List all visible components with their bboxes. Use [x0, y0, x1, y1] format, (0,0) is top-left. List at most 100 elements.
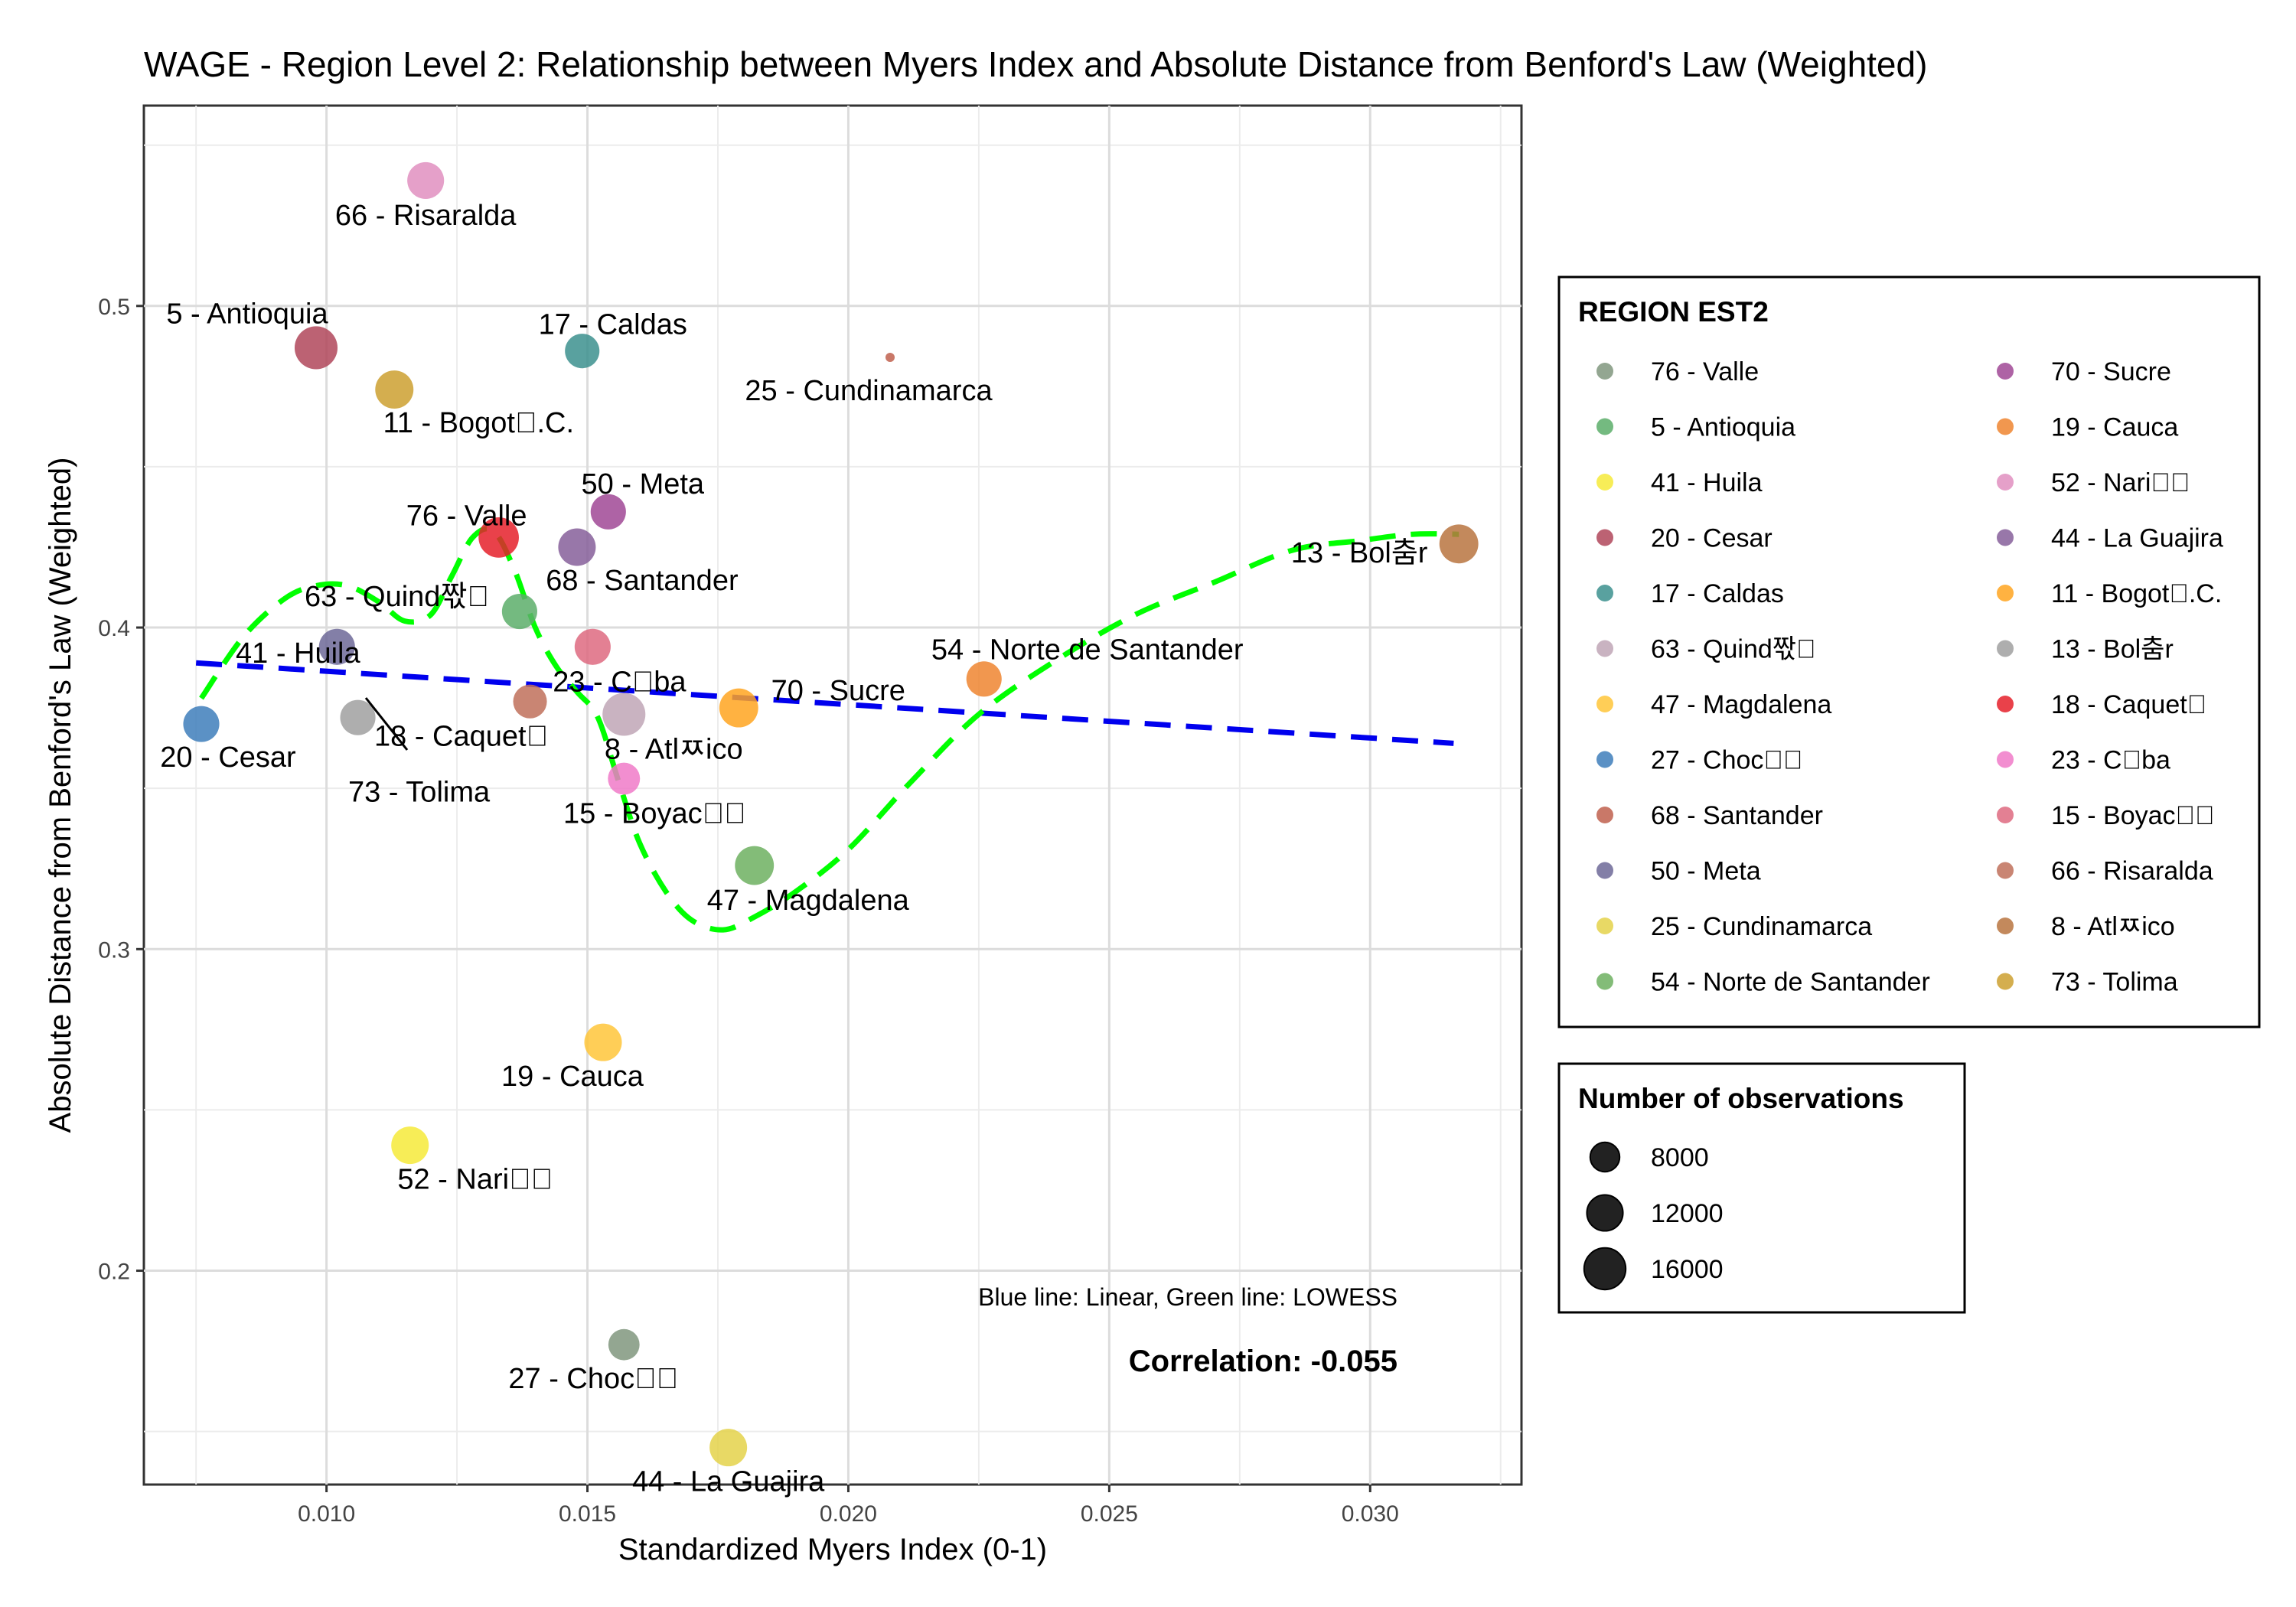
- point-label: 70 - Sucre: [771, 675, 905, 707]
- trend-lines: [195, 526, 1459, 933]
- y-tick-label: 0.2: [98, 1260, 130, 1285]
- y-tick-label: 0.5: [98, 295, 130, 320]
- point-label: 50 - Meta: [582, 468, 705, 500]
- point-label: 18 - Caquet : [374, 721, 548, 753]
- chart-title: WAGE - Region Level 2: Relationship betw…: [144, 44, 1927, 84]
- point-label: 20 - Cesar: [160, 742, 296, 774]
- legend-label: 20 - Cesar: [1651, 524, 1773, 553]
- size-legend-items: 8000 12000 16000: [1583, 1141, 1724, 1291]
- legend-label: 23 - C ba: [2051, 746, 2170, 775]
- point-label: 15 - Boyac  : [563, 798, 746, 830]
- point-label: 41 - Huila: [236, 637, 360, 670]
- legend-swatch: [1997, 696, 2014, 712]
- region-legend-items: 76 - Valle 5 - Antioquia 41 - Huila 20 - C…: [1596, 357, 2223, 997]
- legend-swatch: [1997, 529, 2014, 546]
- legend-label: 50 - Meta: [1651, 857, 1761, 886]
- y-tick-label: 0.4: [98, 616, 130, 641]
- legend-swatch: [1997, 918, 2014, 934]
- size-legend: Number of observations 8000 12000 16000: [1557, 1062, 1966, 1314]
- x-axis-title: Standardized Myers Index (0-1): [618, 1533, 1047, 1566]
- fit-note: Blue line: Linear, Green line: LOWESS: [978, 1283, 1397, 1311]
- legend-label: 76 - Valle: [1651, 357, 1759, 386]
- legend-swatch: [1596, 751, 1613, 768]
- legend-swatch: [1596, 363, 1613, 380]
- data-points: [183, 161, 1479, 1467]
- point-label: 66 - Risaralda: [335, 200, 517, 232]
- y-axis-title: Absolute Distance from Benford's Law (We…: [44, 458, 77, 1133]
- legend-swatch: [1997, 418, 2014, 435]
- point-label: 54 - Norte de Santander: [931, 634, 1244, 666]
- x-tick-label: 0.025: [1081, 1501, 1138, 1527]
- legend-swatch: [1997, 751, 2014, 768]
- size-swatch: [1589, 1141, 1621, 1173]
- data-point: [565, 334, 600, 369]
- x-tick-label: 0.030: [1342, 1501, 1399, 1527]
- data-point: [608, 1328, 640, 1361]
- point-label: 25 - Cundinamarca: [745, 375, 993, 407]
- point-label: 23 - C ba: [553, 666, 687, 698]
- data-point: [294, 326, 338, 370]
- legend-swatch: [1997, 474, 2014, 491]
- data-point: [391, 1126, 429, 1165]
- data-point: [1439, 524, 1479, 564]
- data-point: [966, 661, 1002, 697]
- legend-label: 73 - Tolima: [2051, 968, 2178, 997]
- x-tick-label: 0.015: [559, 1501, 616, 1527]
- point-label: 8 - Atlㅉico: [605, 734, 743, 766]
- grid-lines: [144, 106, 1521, 1485]
- legend-swatch: [1596, 973, 1613, 990]
- point-label: 17 - Caldas: [539, 309, 687, 341]
- point-label: 63 - Quind짟 : [305, 581, 489, 613]
- legend-swatch: [1596, 696, 1613, 712]
- data-point: [885, 353, 895, 363]
- legend-swatch: [1596, 585, 1613, 601]
- size-legend-box: [1557, 1062, 1966, 1314]
- point-label: 19 - Cauca: [501, 1061, 644, 1093]
- point-label: 44 - La Guajira: [632, 1466, 825, 1498]
- y-tick-label: 0.3: [98, 937, 130, 963]
- data-point: [318, 628, 355, 665]
- size-legend-title: Number of observations: [1578, 1083, 1904, 1114]
- legend-swatch: [1997, 363, 2014, 380]
- data-point: [375, 370, 414, 409]
- legend-label: 44 - La Guajira: [2051, 524, 2223, 553]
- point-label: 73 - Tolima: [348, 777, 491, 809]
- legend-swatch: [1596, 474, 1613, 491]
- legend-label: 15 - Boyac  : [2051, 801, 2215, 830]
- legend-label: 11 - Bogot .C.: [2051, 579, 2222, 608]
- point-label: 52 - Nari  : [397, 1164, 553, 1196]
- point-label: 5 - Antioquia: [166, 298, 328, 330]
- legend-swatch: [1596, 918, 1613, 934]
- legend-label: 13 - Bol춤r: [2051, 635, 2174, 664]
- point-labels: 66 - Risaralda 5 - Antioquia 17 - Caldas 11…: [160, 200, 1428, 1498]
- axis-ticks: 0.010 0.015 0.020 0.025 0.030 0.2 0.3 0.4 0.5: [98, 295, 1399, 1527]
- point-label: 11 - Bogot .C.: [383, 407, 574, 439]
- tolima-leader-line: [364, 697, 409, 751]
- legend-swatch: [1596, 807, 1613, 823]
- data-point: [513, 684, 547, 719]
- legend-label: 41 - Huila: [1651, 468, 1763, 497]
- x-tick-label: 0.010: [298, 1501, 355, 1527]
- size-label: 16000: [1651, 1255, 1724, 1284]
- legend-label: 68 - Santander: [1651, 801, 1823, 830]
- data-point: [501, 593, 537, 630]
- legend-label: 70 - Sucre: [2051, 357, 2171, 386]
- plot-panel: [142, 104, 1523, 1486]
- legend-label: 5 - Antioquia: [1651, 413, 1795, 442]
- data-point: [478, 517, 519, 558]
- legend-label: 27 - Choc  : [1651, 746, 1802, 775]
- legend-label: 19 - Cauca: [2051, 413, 2178, 442]
- data-point: [183, 706, 220, 742]
- data-point: [340, 699, 376, 735]
- legend-label: 54 - Norte de Santander: [1651, 968, 1930, 997]
- region-legend-box: [1557, 275, 2261, 1028]
- data-point: [407, 161, 445, 199]
- legend-swatch: [1596, 640, 1613, 657]
- size-label: 8000: [1651, 1143, 1709, 1172]
- data-point: [602, 693, 646, 736]
- correlation-label: Correlation: -0.055: [1129, 1345, 1397, 1378]
- region-legend: REGION EST2 76 - Valle 5 - Antioquia 41 -…: [1557, 275, 2261, 1028]
- legend-label: 66 - Risaralda: [2051, 857, 2213, 886]
- lowess-fit-line: [199, 526, 1459, 933]
- x-tick-label: 0.020: [820, 1501, 877, 1527]
